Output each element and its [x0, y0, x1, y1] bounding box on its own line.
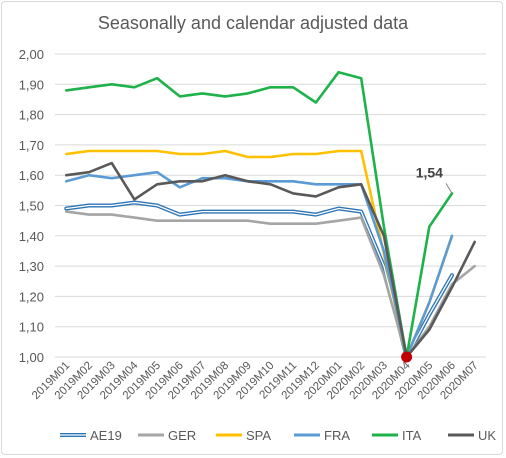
legend-label: ITA [402, 428, 422, 443]
series-line-uk [65, 161, 476, 359]
y-tick-label: 1,20 [19, 289, 44, 304]
y-tick-label: 1,00 [19, 350, 44, 365]
y-tick-label: 1,10 [19, 320, 44, 335]
annotation-leader-line [445, 183, 453, 194]
legend-item-ita: ITA [372, 428, 422, 443]
y-tick-label: 1,30 [19, 259, 44, 274]
series-line-ger [65, 210, 476, 359]
x-axis-ticks: 2019M012019M022019M032019M042019M052019M… [30, 359, 481, 402]
legend-item-uk: UK [448, 428, 496, 443]
chart-title: Seasonally and calendar adjusted data [98, 13, 409, 33]
y-tick-label: 1,40 [19, 229, 44, 244]
annotation-label: 1,54 [416, 164, 443, 180]
series-line-ita [65, 70, 454, 359]
legend-label: FRA [324, 428, 350, 443]
y-tick-label: 2,00 [19, 47, 44, 62]
highlight-point-marker [401, 351, 413, 363]
legend-label: AE19 [90, 428, 122, 443]
series-line-inner [65, 201, 453, 358]
y-tick-label: 1,80 [19, 108, 44, 123]
series-line-ae19 [64, 200, 454, 359]
y-axis-ticks: 1,00 1,10 1,20 1,30 1,40 1,50 1,60 1,70 1,80 1,90… [19, 47, 44, 365]
legend-item-fra: FRA [294, 428, 350, 443]
y-tick-label: 1,60 [19, 168, 44, 183]
gridlines [55, 53, 486, 358]
legend-label: SPA [246, 428, 271, 443]
series-line-fra [65, 170, 454, 359]
legend-item-ger: GER [138, 428, 196, 443]
legend-item-spa: SPA [216, 428, 271, 443]
y-tick-label: 1,70 [19, 138, 44, 153]
legend-label: UK [478, 428, 496, 443]
y-tick-label: 1,50 [19, 199, 44, 214]
legend-item-ae19: AE19 [60, 428, 122, 443]
legend-label: GER [168, 428, 196, 443]
annotations: 1,54 [401, 164, 453, 363]
y-tick-label: 1,90 [19, 77, 44, 92]
legend: AE19 GER SPA FRA ITA UK [60, 428, 496, 443]
